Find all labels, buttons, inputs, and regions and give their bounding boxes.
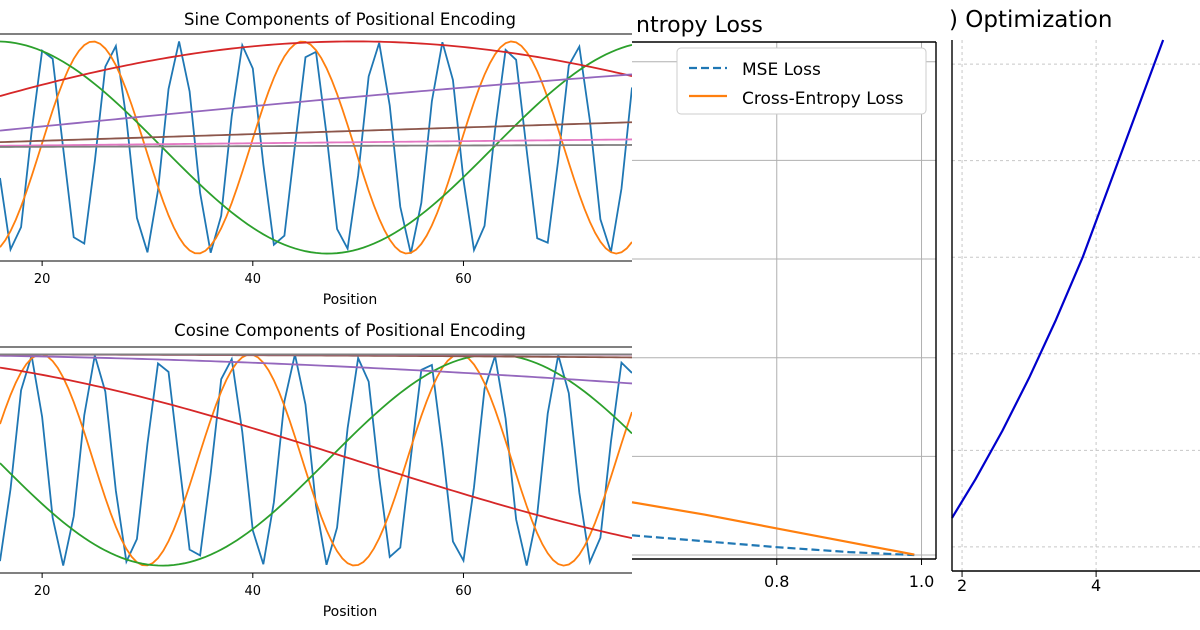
x-tick-label: 60 [455, 584, 472, 599]
series-line-dim-1 [0, 354, 633, 566]
series-line-dim-0 [0, 41, 633, 254]
series-line-cross-entropy-loss [631, 501, 915, 556]
loss-chart: ntropy Loss 0.8 1.0 MSE Loss Cross-Entrop… [631, 0, 948, 630]
series-line-dim-14 [0, 144, 633, 148]
sine-components-chart: Sine Components of Positional Encoding 2… [0, 10, 633, 308]
x-axis-label: Position [323, 604, 378, 620]
x-tick-label: 40 [245, 272, 262, 287]
plot-lines [951, 39, 1165, 519]
x-axis-ticks: 20 40 60 [34, 573, 472, 599]
chart-title: Cosine Components of Positional Encoding [174, 321, 526, 340]
x-tick-label: 20 [34, 272, 51, 287]
legend: MSE Loss Cross-Entropy Loss [676, 47, 927, 115]
cosine-components-chart: Cosine Components of Positional Encoding… [0, 321, 633, 620]
optimization-background [948, 0, 1200, 630]
grid-lines [952, 40, 1200, 571]
series-line-mse-loss [631, 534, 915, 557]
x-tick-label: 40 [245, 584, 262, 599]
series-line-dim-3 [0, 353, 633, 567]
series-line-dim-12 [0, 138, 633, 147]
series-line-dim-7 [0, 366, 633, 539]
series-line-curve [951, 39, 1165, 519]
x-axis-ticks: 20 40 60 [34, 261, 472, 287]
grid-lines [632, 42, 936, 559]
plot-lines [631, 501, 915, 557]
legend-label-mse: MSE Loss [742, 60, 821, 80]
legend-box [676, 47, 927, 115]
series-line-dim-4 [0, 40, 633, 255]
series-line-dim-9 [0, 354, 633, 385]
x-tick-label: 1.0 [909, 572, 934, 591]
plot-lines [0, 353, 633, 567]
plot-lines [0, 40, 633, 255]
chart-title: ntropy Loss [636, 13, 763, 38]
x-tick-label: 20 [34, 584, 51, 599]
x-tick-label: 60 [455, 272, 472, 287]
legend-label-cross-entropy: Cross-Entropy Loss [742, 89, 904, 109]
series-line-dim-2 [0, 40, 633, 255]
series-line-dim-10 [0, 121, 633, 144]
x-tick-label: 2 [957, 576, 967, 595]
series-line-dim-5 [0, 353, 633, 567]
series-line-dim-6 [0, 40, 633, 97]
series-line-dim-8 [0, 73, 633, 132]
chart-title: ) Optimization [949, 7, 1112, 33]
x-axis-label: Position [323, 292, 378, 308]
x-axis-ticks: 0.8 1.0 [764, 559, 934, 591]
chart-title: Sine Components of Positional Encoding [184, 10, 516, 29]
x-tick-label: 0.8 [764, 572, 789, 591]
x-tick-label: 4 [1091, 576, 1101, 595]
